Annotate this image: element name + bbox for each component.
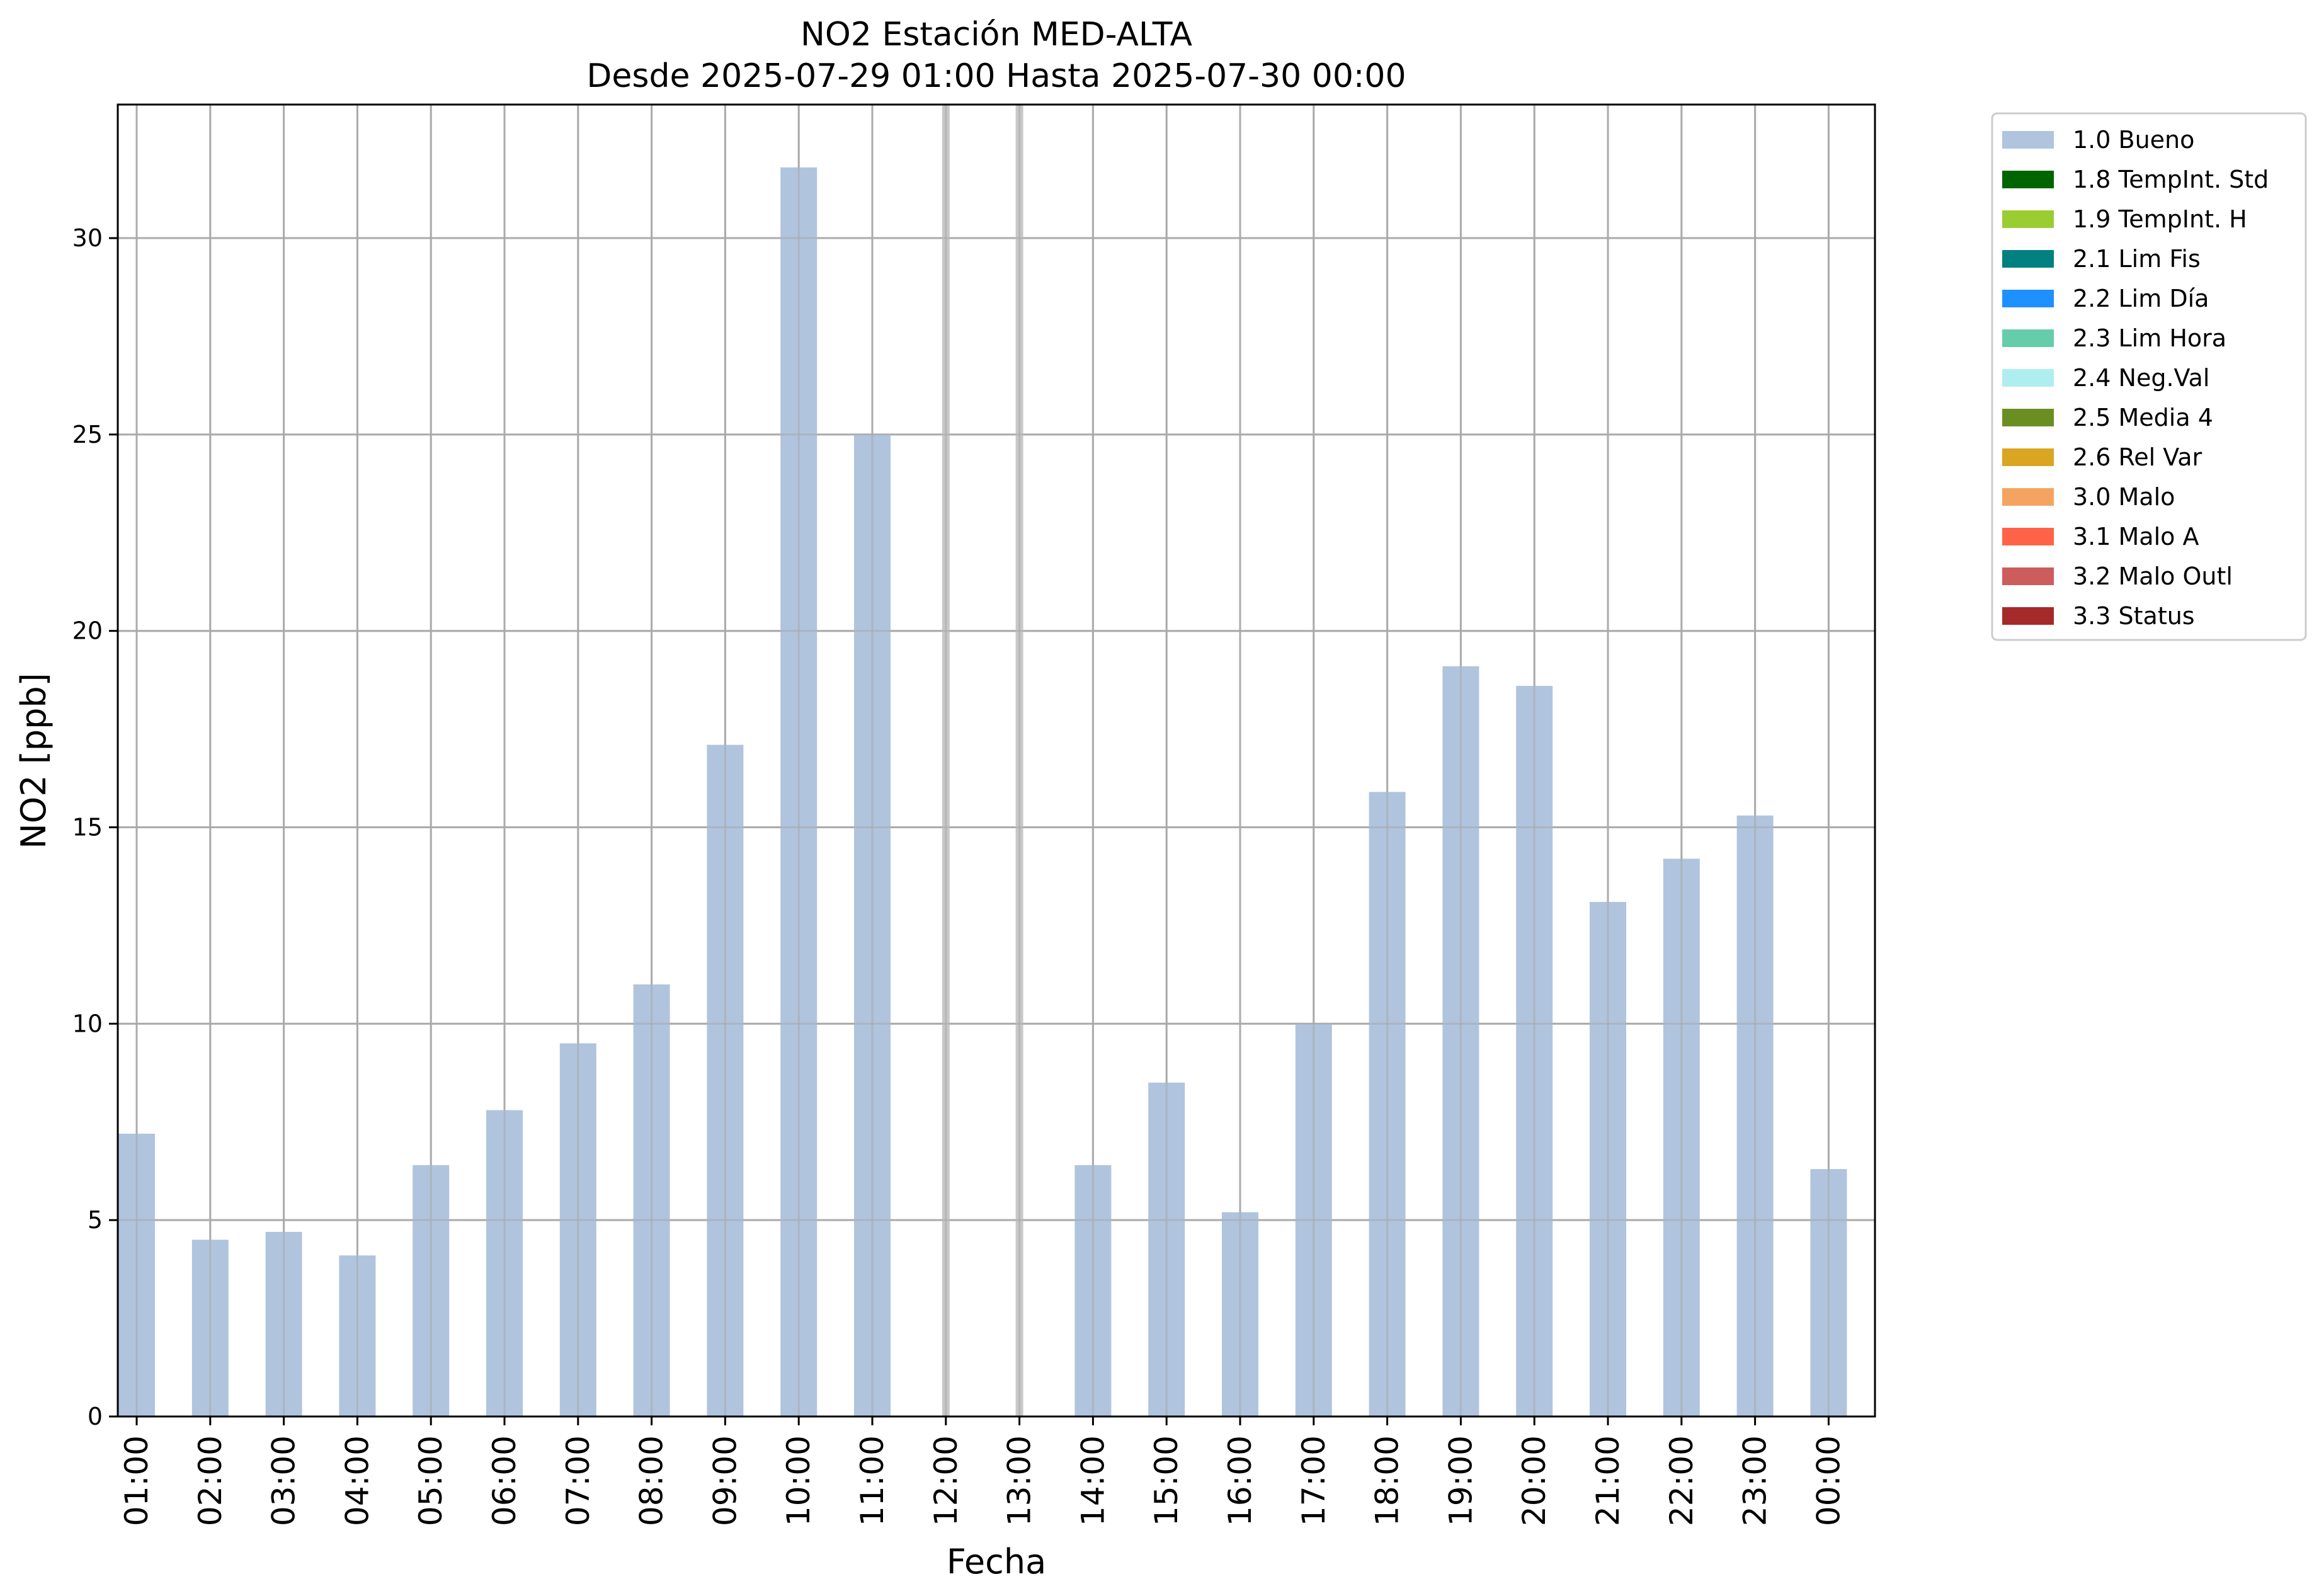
legend-label: 3.1 Malo A	[2073, 523, 2199, 550]
legend-swatch	[2002, 409, 2054, 426]
legend-swatch	[2002, 448, 2054, 466]
legend-swatch	[2002, 250, 2054, 268]
legend-swatch	[2002, 329, 2054, 347]
legend-swatch	[2002, 488, 2054, 506]
plot-frame	[117, 103, 1876, 1418]
y-tick-label: 15	[72, 814, 103, 841]
legend-label: 1.9 TempInt. H	[2073, 205, 2247, 233]
x-tick-label: 11:00	[854, 1435, 891, 1526]
legend: 1.0 Bueno 1.8 TempInt. Std 1.9 TempInt. H 2…	[1991, 112, 2307, 641]
x-tick-label: 23:00	[1737, 1435, 1774, 1526]
chart-subtitle: Desde 2025-07-29 01:00 Hasta 2025-07-30 …	[586, 57, 1406, 95]
x-tick-label: 07:00	[560, 1435, 596, 1526]
legend-label: 2.3 Lim Hora	[2073, 324, 2226, 352]
x-tick-label: 03:00	[266, 1435, 302, 1526]
x-tick-label: 08:00	[634, 1435, 670, 1526]
x-tick-label: 17:00	[1296, 1435, 1332, 1526]
y-tick-label: 30	[72, 224, 103, 252]
chart-title: NO2 Estación MED-ALTA	[801, 16, 1192, 54]
x-tick-label: 15:00	[1148, 1435, 1185, 1526]
x-tick-label: 06:00	[486, 1435, 523, 1526]
x-tick-label: 09:00	[707, 1435, 743, 1526]
x-tick-label: 22:00	[1663, 1435, 1700, 1526]
legend-label: 2.5 Media 4	[2073, 404, 2213, 431]
legend-swatch	[2002, 567, 2054, 585]
legend-swatch	[2002, 369, 2054, 387]
x-tick-label: 18:00	[1369, 1435, 1406, 1526]
legend-swatch	[2002, 131, 2054, 149]
x-tick-label: 02:00	[192, 1435, 229, 1526]
x-tick-label: 14:00	[1074, 1435, 1111, 1526]
x-tick-label: 21:00	[1590, 1435, 1626, 1526]
legend-label: 2.4 Neg.Val	[2073, 364, 2209, 392]
x-tick-label: 12:00	[928, 1435, 964, 1526]
x-tick-label: 05:00	[413, 1435, 449, 1526]
legend-swatch	[2002, 210, 2054, 228]
legend-swatch	[2002, 171, 2054, 188]
legend-label: 1.0 Bueno	[2073, 126, 2194, 154]
x-tick-label: 04:00	[339, 1435, 375, 1526]
y-tick-label: 0	[88, 1403, 103, 1430]
x-tick-label: 00:00	[1810, 1435, 1847, 1526]
legend-swatch	[2002, 607, 2054, 625]
x-tick-label: 16:00	[1222, 1435, 1258, 1526]
legend-frame	[1991, 112, 2307, 641]
x-axis-ticks: 01:00 02:00 03:00 04:00 05:00 06:00 07:00 08:00…	[118, 1416, 1847, 1526]
y-axis-label: NO2 [ppb]	[14, 673, 54, 848]
legend-label: 2.1 Lim Fis	[2073, 245, 2201, 273]
legend-swatch	[2002, 290, 2054, 307]
y-tick-label: 25	[72, 421, 103, 448]
legend-label: 3.0 Malo	[2073, 483, 2175, 511]
y-tick-label: 10	[72, 1010, 103, 1037]
y-tick-label: 5	[88, 1206, 103, 1234]
legend-label: 2.2 Lim Día	[2073, 285, 2209, 312]
legend-label: 1.8 TempInt. Std	[2073, 166, 2269, 193]
y-tick-label: 20	[72, 617, 103, 645]
x-tick-label: 13:00	[1001, 1435, 1038, 1526]
legend-swatch	[2002, 528, 2054, 545]
bars	[118, 105, 1875, 1418]
legend-label: 2.6 Rel Var	[2073, 443, 2202, 471]
x-axis-label: Fecha	[947, 1542, 1046, 1582]
legend-label: 3.2 Malo Outl	[2073, 562, 2233, 590]
x-tick-label: 20:00	[1516, 1435, 1553, 1526]
x-tick-label: 10:00	[780, 1435, 817, 1526]
y-axis-ticks: 0 5 10 15 20 25 30	[72, 224, 118, 1430]
x-tick-label: 01:00	[118, 1435, 155, 1526]
x-tick-label: 19:00	[1442, 1435, 1479, 1526]
legend-label: 3.3 Status	[2073, 602, 2195, 630]
